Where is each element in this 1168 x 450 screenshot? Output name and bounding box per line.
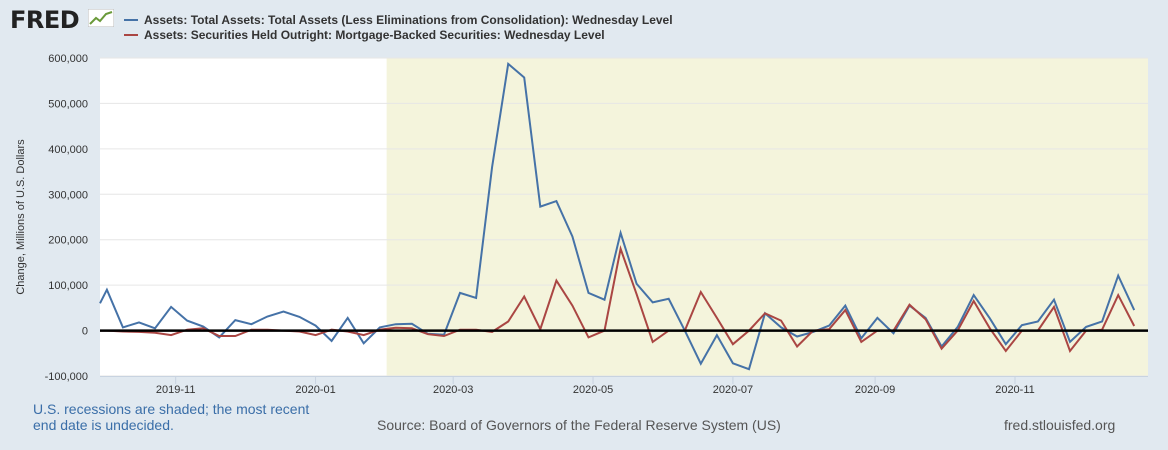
x-tick-label: 2020-11	[995, 384, 1035, 396]
fred-logo-graph-icon	[88, 9, 114, 27]
recession-shade	[386, 58, 1148, 376]
legend-label: Assets: Total Assets: Total Assets (Less…	[144, 13, 673, 27]
series-line-total-assets	[99, 61, 1136, 371]
y-tick-label: 0	[82, 326, 88, 338]
x-tick-label: 2020-09	[855, 384, 895, 396]
x-tick-label: 2020-05	[573, 384, 613, 396]
x-tick-label: 2020-07	[713, 384, 753, 396]
fred-logo[interactable]: FRED	[10, 6, 80, 34]
y-tick-label: 200,000	[48, 235, 88, 247]
legend-swatch	[124, 34, 138, 36]
recession-note-line1: U.S. recessions are shaded; the most rec…	[33, 401, 310, 417]
legend-label: Assets: Securities Held Outright: Mortga…	[144, 28, 605, 42]
y-tick-label: 500,000	[48, 98, 88, 110]
y-tick-label: 400,000	[48, 144, 88, 156]
x-tick-label: 2019-11	[156, 384, 196, 396]
y-tick-label: 300,000	[48, 189, 88, 201]
x-tick-label: 2020-03	[433, 384, 473, 396]
legend-item-mbs: Assets: Securities Held Outright: Mortga…	[124, 28, 605, 42]
recession-note-line2: end date is undecided.	[33, 417, 174, 433]
y-tick-label: 100,000	[48, 280, 88, 292]
y-axis-label: Change, Millions of U.S. Dollars	[15, 139, 27, 295]
y-tick-label: 600,000	[48, 53, 88, 65]
x-tick-label: 2020-01	[295, 384, 335, 396]
source-text: Source: Board of Governors of the Federa…	[377, 417, 781, 433]
legend-item-total-assets: Assets: Total Assets: Total Assets (Less…	[124, 13, 673, 27]
site-link[interactable]: fred.stlouisfed.org	[1004, 417, 1116, 433]
legend-swatch	[124, 19, 138, 21]
y-tick-label: -100,000	[45, 371, 88, 383]
